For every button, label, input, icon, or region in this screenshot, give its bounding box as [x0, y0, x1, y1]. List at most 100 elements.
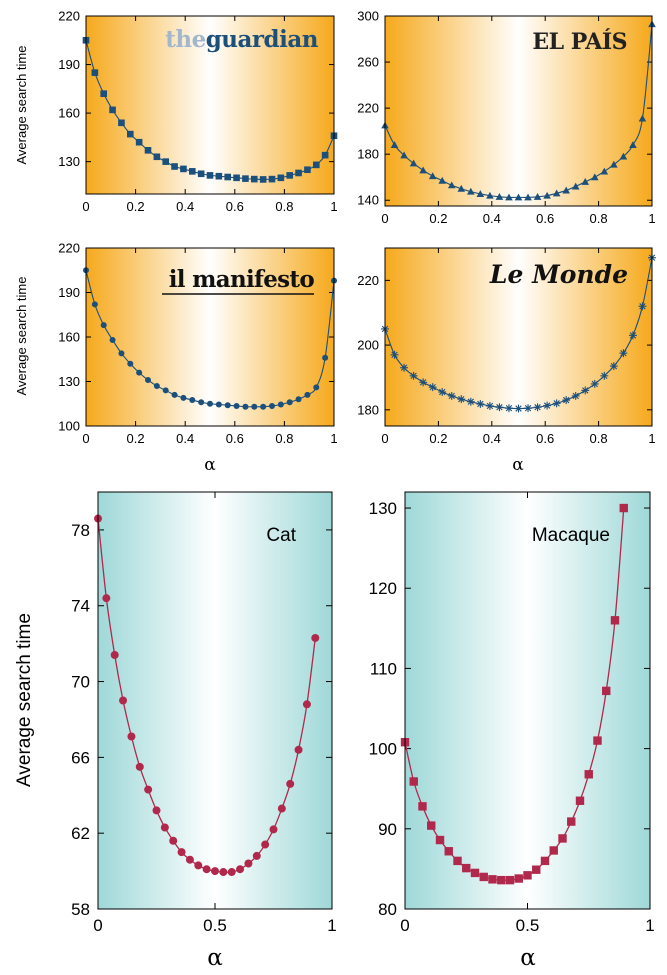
data-point — [171, 163, 178, 170]
x-tick-label: 0.4 — [483, 431, 501, 446]
x-tick-label: 0 — [381, 211, 388, 226]
y-tick-label: 190 — [58, 285, 80, 300]
data-point — [286, 779, 295, 788]
data-point — [428, 172, 437, 180]
x-tick-label: 0 — [82, 199, 89, 214]
data-point — [251, 403, 258, 410]
data-point — [224, 402, 231, 409]
data-point — [197, 170, 205, 178]
y-tick-label: 80 — [378, 900, 397, 919]
data-point — [294, 745, 303, 754]
data-point — [119, 696, 128, 705]
plot-frame-el-pais — [384, 15, 653, 207]
data-point — [558, 834, 567, 843]
panel-title-macaque: Macaque — [532, 525, 610, 546]
data-point — [514, 193, 523, 201]
x-tick-label: 0.4 — [176, 431, 194, 446]
data-point — [236, 865, 245, 874]
y-tick-label: 220 — [58, 9, 80, 24]
data-point — [418, 802, 427, 811]
data-point — [427, 821, 436, 830]
data-point — [447, 181, 456, 189]
data-point — [453, 856, 462, 866]
data-point — [126, 130, 134, 138]
data-point — [540, 856, 550, 866]
data-point — [409, 371, 418, 380]
panel-macaque: 0 0.5 1 80 90 100 110 120 130 Macaque — [369, 491, 655, 935]
data-point — [562, 396, 571, 405]
data-point — [444, 847, 453, 856]
data-point — [390, 350, 399, 359]
data-point — [610, 160, 618, 168]
data-point — [102, 594, 111, 603]
ticks-cat: 0 0.5 1 58 62 66 70 74 78 — [71, 492, 337, 935]
panel-el-pais: 0 0.2 0.4 0.6 0.8 1 140 180 220 260 300 EL PAÍS — [357, 9, 656, 226]
x-tick-label: 1 — [330, 199, 337, 214]
data-point — [524, 193, 532, 201]
x-tick-label: 0.6 — [226, 199, 244, 214]
ticks-guardian: 0 0.2 0.4 0.6 0.8 1 130 160 190 220 — [58, 9, 337, 215]
plot-area-cat — [98, 492, 332, 909]
data-point — [215, 172, 223, 180]
y-tick-label: 220 — [357, 273, 379, 288]
data-point — [118, 119, 125, 127]
data-point — [242, 175, 249, 182]
data-point — [505, 193, 513, 201]
data-point — [609, 362, 618, 371]
data-point — [638, 114, 647, 122]
data-point — [485, 401, 494, 410]
data-point — [562, 186, 570, 194]
data-point — [118, 350, 125, 357]
xlabel-macaque: α — [520, 945, 536, 971]
x-tick-label: 0 — [82, 431, 89, 446]
x-tick-label: 0.8 — [275, 431, 293, 446]
x-tick-label: 1 — [648, 211, 655, 226]
y-tick-label: 130 — [369, 499, 397, 518]
ticks-macaque: 0 0.5 1 80 90 100 110 120 130 — [369, 492, 655, 935]
data-point — [567, 817, 576, 826]
data-point — [600, 371, 609, 380]
panel-title-guardian: theguardian — [165, 26, 319, 53]
data-point — [466, 397, 475, 406]
data-point — [211, 867, 219, 876]
data-point — [590, 173, 599, 181]
y-tick-label: 66 — [71, 748, 90, 767]
data-point — [532, 865, 541, 874]
data-point — [476, 400, 485, 408]
data-point — [428, 383, 437, 392]
data-point — [286, 172, 294, 179]
x-tick-label: 0.2 — [429, 211, 447, 226]
data-point — [321, 151, 329, 159]
data-point — [438, 176, 447, 184]
y-tick-label: 62 — [71, 824, 90, 843]
plot-frame-guardian — [85, 15, 335, 195]
data-point — [295, 396, 302, 403]
data-point — [581, 178, 590, 185]
data-point — [202, 865, 211, 874]
series-guardian — [82, 36, 338, 183]
data-point — [295, 169, 302, 177]
xlabel-cat: α — [207, 945, 223, 971]
x-tick-label: 0.2 — [127, 199, 145, 214]
data-point — [269, 402, 275, 409]
data-point — [242, 403, 249, 410]
x-tick-label: 0.6 — [536, 211, 554, 226]
data-point — [171, 391, 178, 398]
data-point — [523, 871, 532, 880]
y-tick-label: 100 — [369, 740, 397, 759]
data-point — [629, 141, 637, 149]
x-tick-label: 0 — [93, 916, 102, 935]
y-tick-label: 58 — [71, 900, 90, 919]
data-point — [261, 840, 270, 849]
data-point — [313, 384, 320, 391]
panel-cat: 0 0.5 1 58 62 66 70 74 78 Cat — [71, 491, 337, 935]
series-il-manifesto — [83, 267, 337, 410]
series-cat — [94, 514, 320, 877]
data-point — [127, 360, 134, 367]
data-point — [409, 159, 418, 167]
ylabel-middle: Average search time — [14, 277, 29, 396]
panel-title-le-monde: Le Monde — [489, 260, 628, 289]
y-tick-label: 120 — [369, 579, 397, 598]
plot-frame-macaque — [404, 491, 651, 910]
data-point — [185, 855, 194, 864]
